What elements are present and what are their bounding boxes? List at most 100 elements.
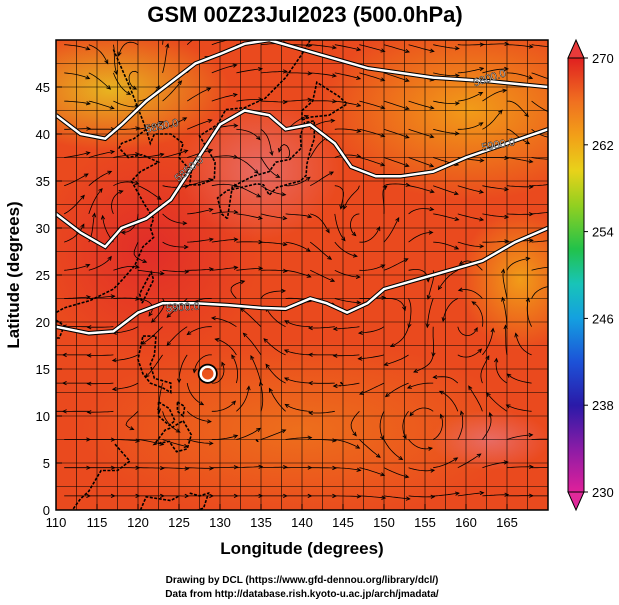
streamline bbox=[506, 466, 533, 469]
streamline-arrowhead bbox=[479, 66, 485, 72]
streamline-arrowhead bbox=[455, 73, 460, 78]
streamline bbox=[285, 437, 312, 440]
streamline bbox=[457, 44, 484, 46]
streamline bbox=[310, 213, 330, 233]
streamline-arrowhead bbox=[221, 361, 226, 367]
streamline bbox=[265, 364, 286, 384]
streamline bbox=[211, 317, 237, 328]
streamline bbox=[88, 72, 111, 90]
streamline bbox=[87, 410, 114, 413]
streamline-arrowhead bbox=[331, 73, 337, 78]
streamline bbox=[383, 495, 410, 500]
streamline bbox=[506, 185, 533, 188]
streamline bbox=[383, 100, 410, 110]
streamline-arrowhead bbox=[553, 265, 557, 268]
streamline bbox=[186, 87, 211, 102]
streamline bbox=[162, 213, 187, 224]
streamline-arrowhead bbox=[429, 163, 435, 168]
streamline-arrowhead bbox=[528, 44, 534, 49]
streamline-arrowhead bbox=[479, 217, 485, 222]
streamline-arrowhead bbox=[269, 150, 274, 157]
streamline bbox=[457, 411, 464, 440]
streamline-arrowhead bbox=[437, 285, 443, 291]
streamline-arrowhead bbox=[327, 255, 333, 260]
streamline-arrowhead bbox=[504, 214, 510, 220]
streamline bbox=[359, 226, 380, 243]
streamline-arrowhead bbox=[428, 230, 434, 235]
streamline-arrowhead bbox=[129, 426, 135, 431]
contour-label: 5900.0 bbox=[481, 136, 516, 154]
streamline bbox=[211, 362, 225, 384]
streamline bbox=[88, 256, 112, 271]
streamline-arrowhead bbox=[403, 258, 409, 263]
streamline-arrowhead bbox=[332, 326, 338, 332]
streamline-arrowhead bbox=[485, 355, 490, 361]
x-tick-label: 115 bbox=[87, 515, 108, 530]
streamline bbox=[359, 382, 385, 395]
streamline bbox=[359, 72, 385, 81]
streamline bbox=[64, 296, 91, 299]
streamline bbox=[260, 100, 287, 103]
streamline bbox=[486, 392, 508, 412]
streamline-arrowhead bbox=[175, 428, 181, 433]
streamline-arrowhead bbox=[429, 48, 435, 53]
streamline-arrowhead bbox=[107, 255, 112, 261]
streamline bbox=[433, 457, 458, 469]
streamline-arrowhead bbox=[306, 273, 312, 278]
streamline bbox=[269, 388, 286, 412]
streamline bbox=[334, 213, 346, 241]
streamline-arrowhead bbox=[524, 112, 529, 118]
streamline-arrowhead bbox=[106, 85, 112, 90]
streamline bbox=[137, 298, 153, 317]
streamline-arrowhead bbox=[258, 66, 264, 72]
streamline bbox=[482, 213, 509, 218]
streamline bbox=[408, 439, 433, 450]
streamline-arrowhead bbox=[282, 69, 288, 74]
streamline-arrowhead bbox=[150, 318, 156, 323]
hot-region-southeast bbox=[430, 410, 548, 470]
streamline bbox=[309, 410, 335, 414]
streamline-arrowhead bbox=[166, 341, 171, 346]
streamline bbox=[236, 427, 261, 440]
streamline bbox=[187, 119, 212, 130]
streamline-arrowhead bbox=[351, 231, 357, 237]
streamline-arrowhead bbox=[281, 192, 287, 197]
streamline-arrowhead bbox=[376, 453, 381, 458]
streamline-arrowhead bbox=[207, 118, 213, 124]
streamline bbox=[113, 181, 139, 187]
streamline-arrowhead bbox=[307, 352, 313, 357]
streamline-arrowhead bbox=[268, 387, 273, 393]
streamline bbox=[482, 412, 492, 440]
streamline bbox=[187, 439, 213, 444]
streamline bbox=[383, 72, 409, 82]
streamline bbox=[211, 40, 230, 46]
streamline-arrowhead bbox=[232, 63, 238, 68]
coastline bbox=[138, 270, 155, 304]
streamline bbox=[309, 326, 335, 329]
streamline-arrowhead bbox=[61, 380, 67, 386]
streamline-arrowhead bbox=[479, 490, 485, 496]
streamline bbox=[64, 44, 90, 50]
coastline bbox=[56, 319, 66, 339]
y-axis-ticks: 0 5 10 15 20 25 30 35 40 45 bbox=[36, 80, 62, 518]
streamline bbox=[482, 68, 508, 74]
streamline bbox=[506, 72, 533, 79]
credit-data: Data from http://database.rish.kyoto-u.a… bbox=[165, 589, 439, 600]
streamline-arrowhead bbox=[525, 297, 530, 303]
streamline-arrowhead bbox=[528, 75, 534, 80]
contour-line bbox=[56, 161, 197, 249]
streamline bbox=[383, 44, 410, 53]
streamline bbox=[482, 110, 503, 130]
contour-line bbox=[56, 226, 548, 335]
streamline bbox=[309, 136, 329, 158]
streamline bbox=[482, 157, 509, 159]
streamline bbox=[334, 128, 361, 132]
streamline-arrowhead bbox=[528, 464, 534, 469]
streamline-arrowhead bbox=[307, 325, 313, 331]
streamline bbox=[118, 41, 139, 56]
streamline-arrowhead bbox=[554, 466, 558, 470]
streamline bbox=[383, 217, 400, 243]
streamline bbox=[128, 70, 139, 90]
streamline-arrowhead bbox=[429, 206, 435, 212]
streamline-arrowhead bbox=[478, 189, 485, 194]
